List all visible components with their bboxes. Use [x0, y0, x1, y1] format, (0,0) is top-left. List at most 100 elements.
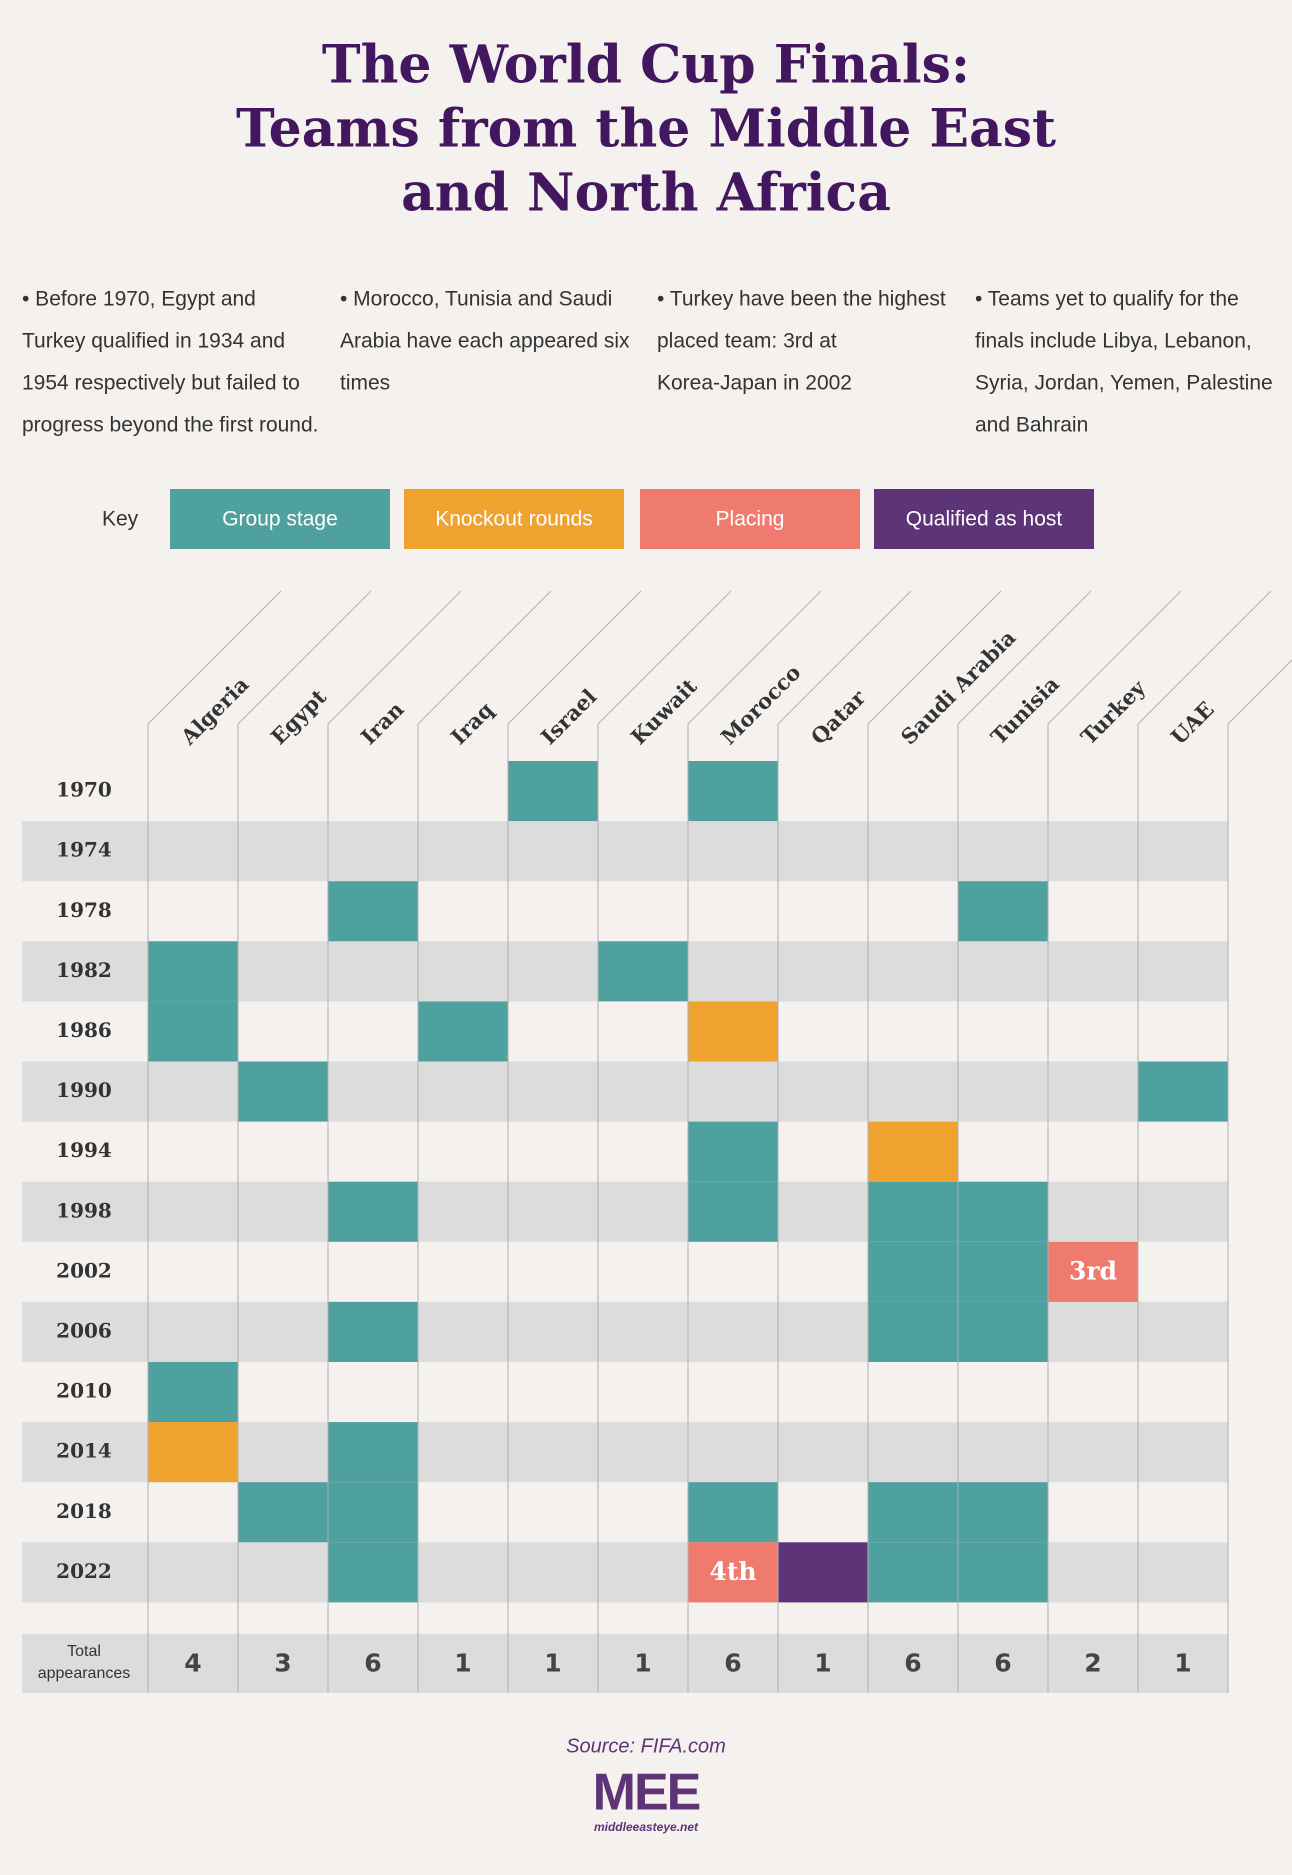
year-label: 2010 — [56, 1379, 112, 1403]
note-line: • Turkey have been the highest — [657, 288, 946, 311]
result-cell — [958, 1542, 1048, 1603]
header-diagonal — [507, 590, 642, 725]
result-cell — [868, 1181, 958, 1242]
key-swatch — [404, 489, 624, 549]
header-diagonal — [1227, 659, 1292, 725]
year-label: 1982 — [56, 958, 112, 982]
title-line: Teams from the Middle East — [236, 99, 1056, 160]
result-cell — [688, 1542, 778, 1603]
header-diagonal — [237, 590, 372, 725]
result-cell — [868, 1482, 958, 1543]
result-cell — [958, 1482, 1048, 1543]
result-cell — [1048, 1241, 1138, 1302]
result-cell — [688, 1181, 778, 1242]
placing-label: 3rd — [1069, 1256, 1117, 1285]
year-label: 1978 — [56, 898, 112, 922]
key-item-label: Qualified as host — [906, 508, 1063, 531]
note-line: • Teams yet to qualify for the — [975, 288, 1239, 311]
result-cell — [328, 1422, 418, 1483]
year-label: 1986 — [56, 1018, 112, 1042]
result-cell — [148, 1362, 238, 1423]
result-cell — [958, 1241, 1048, 1302]
result-cell — [598, 941, 688, 1002]
result-cell — [688, 1121, 778, 1182]
placing-label: 4th — [709, 1557, 756, 1586]
note-line: • Before 1970, Egypt and — [22, 288, 256, 311]
key-swatch — [640, 489, 860, 549]
total-label: appearances — [38, 1665, 131, 1682]
total-value: 6 — [724, 1649, 741, 1678]
header-diagonal — [1137, 590, 1272, 725]
logo-mark: MEE — [593, 1764, 700, 1822]
result-cell — [868, 1241, 958, 1302]
note-line: Turkey qualified in 1934 and — [22, 330, 285, 353]
result-cell — [238, 1482, 328, 1543]
year-label: 1998 — [56, 1198, 112, 1222]
result-cell — [958, 881, 1048, 942]
result-cell — [328, 1181, 418, 1242]
key-swatch — [874, 489, 1094, 549]
header-diagonal — [327, 590, 462, 725]
result-cell — [148, 1422, 238, 1483]
result-cell — [778, 1542, 868, 1603]
header-diagonal — [777, 590, 912, 725]
total-value: 6 — [904, 1649, 921, 1678]
result-cell — [418, 1001, 508, 1062]
note-line: placed team: 3rd at — [657, 330, 837, 353]
header-diagonal — [867, 590, 1002, 725]
key-item-label: Placing — [716, 508, 785, 531]
result-cell — [328, 1542, 418, 1603]
year-label: 2002 — [56, 1258, 112, 1282]
header-diagonal — [147, 590, 282, 725]
note-line: progress beyond the first round. — [22, 414, 319, 437]
header-diagonal — [1047, 590, 1182, 725]
key-label: Key — [102, 508, 139, 531]
result-cell — [958, 1301, 1048, 1362]
key-swatch — [170, 489, 390, 549]
result-cell — [868, 1542, 958, 1603]
year-label: 2006 — [56, 1318, 112, 1342]
row-shade — [22, 821, 1228, 882]
note-line: Arabia have each appeared six — [340, 330, 630, 353]
year-label: 1994 — [56, 1138, 112, 1162]
header-diagonal — [687, 590, 822, 725]
result-cell — [238, 1061, 328, 1122]
total-value: 1 — [1174, 1649, 1191, 1678]
title-line: The World Cup Finals: — [322, 35, 970, 96]
result-cell — [868, 1121, 958, 1182]
result-cell — [688, 761, 778, 822]
total-value: 1 — [454, 1649, 471, 1678]
result-cell — [868, 1301, 958, 1362]
year-label: 2018 — [56, 1499, 112, 1523]
result-cell — [148, 1001, 238, 1062]
total-value: 1 — [814, 1649, 831, 1678]
year-label: 1974 — [56, 838, 112, 862]
result-cell — [328, 1482, 418, 1543]
result-cell — [1138, 1061, 1228, 1122]
total-value: 6 — [994, 1649, 1011, 1678]
year-label: 2014 — [56, 1439, 112, 1463]
result-cell — [328, 881, 418, 942]
total-value: 6 — [364, 1649, 381, 1678]
total-value: 1 — [544, 1649, 561, 1678]
note-line: Korea-Japan in 2002 — [657, 372, 852, 395]
total-value: 4 — [184, 1649, 201, 1678]
source: Source: FIFA.com — [566, 1735, 726, 1757]
result-cell — [328, 1301, 418, 1362]
note-line: times — [340, 372, 390, 395]
total-value: 2 — [1084, 1649, 1101, 1678]
result-cell — [688, 1482, 778, 1543]
total-label: Total — [67, 1643, 101, 1660]
note-line: finals include Libya, Lebanon, — [975, 330, 1252, 353]
result-cell — [958, 1181, 1048, 1242]
note-line: and Bahrain — [975, 414, 1088, 437]
result-cell — [508, 761, 598, 822]
total-row-shade — [22, 1634, 1228, 1693]
note-line: • Morocco, Tunisia and Saudi — [340, 288, 612, 311]
header-diagonal — [957, 590, 1092, 725]
logo-url: middleeasteye.net — [594, 1820, 699, 1834]
total-value: 3 — [274, 1649, 291, 1678]
result-cell — [148, 941, 238, 1002]
year-label: 1990 — [56, 1078, 112, 1102]
